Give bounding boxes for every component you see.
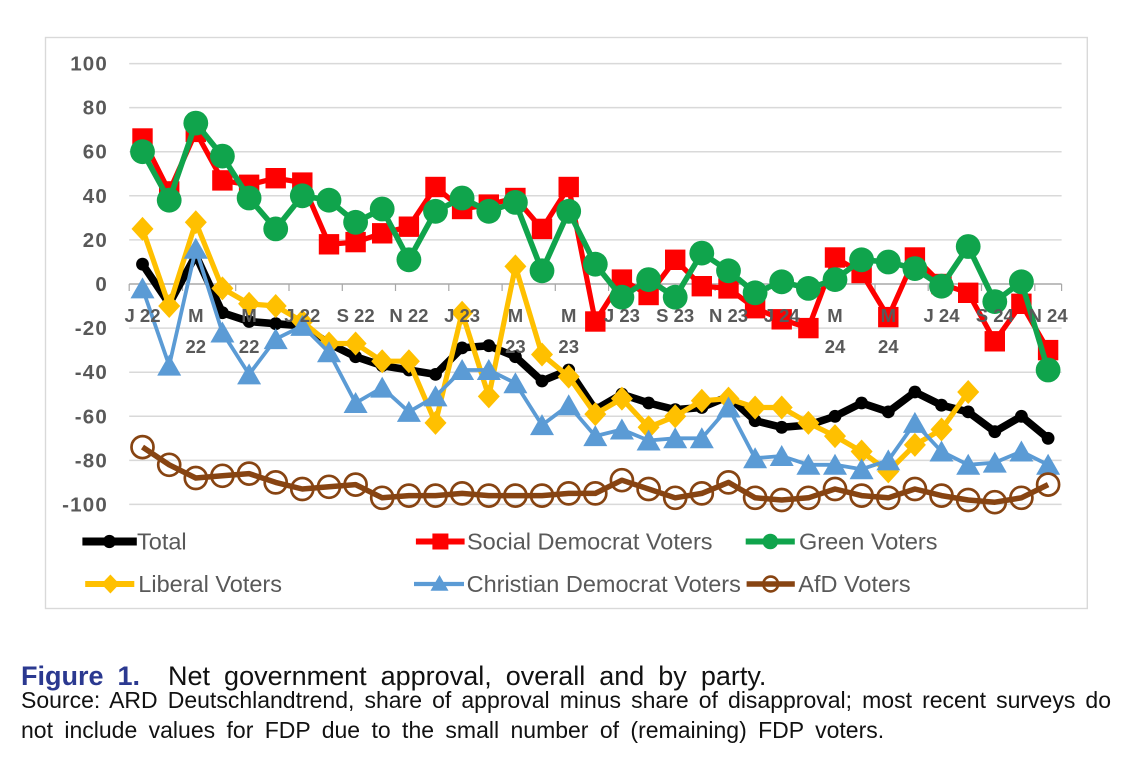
svg-text:40: 40 [83, 185, 108, 208]
svg-text:AfD Voters: AfD Voters [798, 571, 910, 597]
svg-text:0: 0 [95, 273, 108, 296]
svg-text:Green Voters: Green Voters [799, 529, 937, 555]
svg-text:N 23: N 23 [709, 305, 748, 326]
svg-text:S 23: S 23 [656, 305, 694, 326]
svg-text:100: 100 [70, 53, 108, 76]
svg-text:M: M [561, 305, 576, 326]
svg-text:J 22: J 22 [284, 305, 320, 326]
svg-text:J 22: J 22 [124, 305, 160, 326]
svg-text:J 24: J 24 [923, 305, 960, 326]
svg-text:M: M [881, 305, 896, 326]
svg-text:23: 23 [505, 336, 526, 357]
svg-text:-60: -60 [75, 405, 108, 428]
svg-text:M: M [508, 305, 523, 326]
svg-text:-40: -40 [75, 361, 108, 384]
svg-text:N 24: N 24 [1029, 305, 1069, 326]
svg-text:23: 23 [558, 336, 579, 357]
svg-text:M: M [188, 305, 203, 326]
svg-text:M: M [827, 305, 842, 326]
svg-text:24: 24 [878, 336, 899, 357]
svg-text:20: 20 [83, 229, 108, 252]
svg-text:80: 80 [83, 97, 108, 120]
svg-text:S 22: S 22 [337, 305, 375, 326]
svg-text:24: 24 [825, 336, 846, 357]
svg-text:N 22: N 22 [389, 305, 428, 326]
svg-text:22: 22 [186, 336, 207, 357]
svg-text:M: M [241, 305, 256, 326]
svg-text:-80: -80 [75, 449, 108, 472]
svg-text:Total: Total [137, 529, 187, 555]
svg-text:-20: -20 [75, 317, 108, 340]
svg-text:S 24: S 24 [976, 305, 1015, 326]
svg-text:Christian Democrat Voters: Christian Democrat Voters [467, 571, 741, 597]
svg-text:-100: -100 [62, 493, 108, 516]
svg-text:Social Democrat Voters: Social Democrat Voters [467, 529, 713, 555]
svg-text:60: 60 [83, 141, 108, 164]
svg-text:J 24: J 24 [764, 305, 801, 326]
svg-text:J 23: J 23 [604, 305, 640, 326]
svg-text:J 23: J 23 [444, 305, 480, 326]
svg-text:22: 22 [239, 336, 260, 357]
svg-text:Liberal Voters: Liberal Voters [138, 571, 282, 597]
